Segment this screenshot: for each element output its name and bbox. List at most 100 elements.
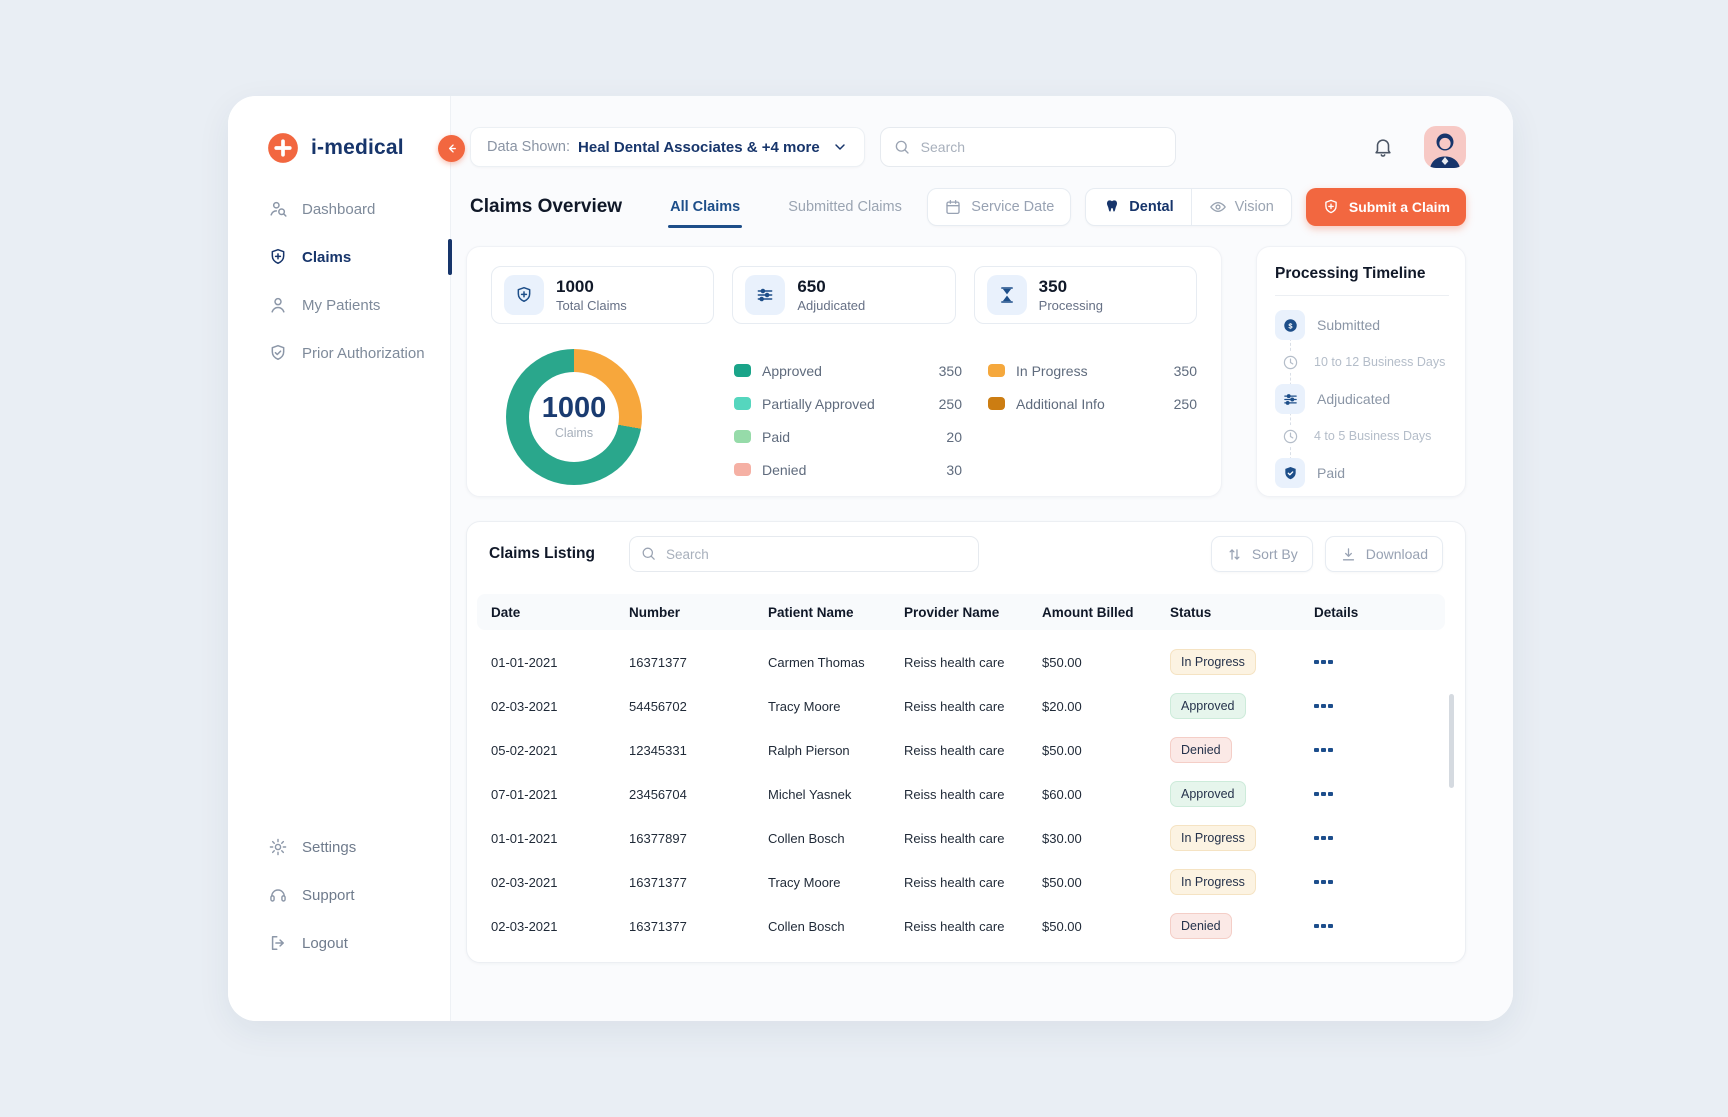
- status-badge: In Progress: [1170, 869, 1256, 895]
- cell-number: 54456702: [629, 698, 687, 714]
- cell-patient: Collen Bosch: [768, 830, 845, 846]
- sort-icon: [1226, 546, 1243, 563]
- legend-label: Partially Approved: [762, 395, 875, 412]
- timeline-duration-label: 10 to 12 Business Days: [1314, 355, 1446, 369]
- dental-label: Dental: [1129, 199, 1174, 215]
- col-amount-billed: Amount Billed: [1042, 604, 1134, 620]
- logout-icon: [268, 933, 288, 953]
- row-details-button[interactable]: [1314, 876, 1445, 889]
- cell-number: 16371377: [629, 874, 687, 890]
- row-details-button[interactable]: [1314, 700, 1445, 713]
- sidebar-item-prior-authorization[interactable]: Prior Authorization: [228, 333, 450, 373]
- sidebar-footer: Settings Support Logout: [228, 827, 450, 971]
- submit-claim-button[interactable]: Submit a Claim: [1305, 188, 1466, 226]
- download-button[interactable]: Download: [1324, 536, 1443, 572]
- status-badge: Approved: [1170, 693, 1246, 719]
- status-badge: Denied: [1170, 913, 1232, 939]
- col-patient-name: Patient Name: [768, 604, 854, 620]
- table-scrollbar[interactable]: [1449, 694, 1454, 788]
- status-badge: In Progress: [1170, 649, 1256, 675]
- cell-provider: Reiss health care: [904, 830, 1005, 846]
- table-row: 05-02-2021 12345331 Ralph Pierson Reiss …: [477, 728, 1445, 772]
- claims-donut: 1000 Claims: [506, 349, 642, 485]
- timeline-step-label: Paid: [1317, 465, 1346, 481]
- notifications-bell-icon[interactable]: [1372, 135, 1396, 159]
- toggle-vision[interactable]: Vision: [1190, 189, 1291, 225]
- cell-number: 23456704: [629, 786, 687, 802]
- sidebar-item-dashboard[interactable]: Dashboard: [228, 189, 450, 229]
- stat-adjudicated: 650 Adjudicated: [732, 266, 956, 324]
- row-details-button[interactable]: [1314, 744, 1445, 757]
- cell-provider: Reiss health care: [904, 654, 1005, 670]
- row-details-button[interactable]: [1314, 788, 1445, 801]
- sidebar-item-support[interactable]: Support: [228, 875, 450, 915]
- gear-icon: [268, 837, 288, 857]
- arrow-left-icon: [444, 141, 459, 156]
- cell-patient: Ralph Pierson: [768, 742, 850, 758]
- stats-row: 1000 Total Claims 650 Adjudicated: [491, 266, 1197, 324]
- legend-label: Additional Info: [1016, 395, 1105, 412]
- timeline-step-label: Adjudicated: [1317, 391, 1391, 407]
- main-content: Data Shown: Heal Dental Associates & +4 …: [451, 96, 1513, 1021]
- shield-check-icon: [1275, 458, 1305, 488]
- listing-search: [628, 536, 979, 572]
- app-window: i-medical Dashboard Claims My Patients: [228, 96, 1513, 1021]
- avatar-person-icon: [1430, 133, 1460, 168]
- row-details-button[interactable]: [1314, 920, 1445, 933]
- topbar: Data Shown: Heal Dental Associates & +4 …: [466, 126, 1466, 168]
- headset-icon: [268, 885, 288, 905]
- service-date-label: Service Date: [971, 199, 1055, 215]
- row-details-button[interactable]: [1314, 656, 1445, 669]
- timeline-step-paid: Paid: [1275, 458, 1449, 488]
- col-status: Status: [1170, 604, 1212, 620]
- sidebar-item-my-patients[interactable]: My Patients: [228, 285, 450, 325]
- listing-title: Claims Listing: [489, 545, 595, 562]
- chevron-down-icon: [832, 139, 848, 155]
- claims-table: Date Number Patient Name Provider Name A…: [477, 594, 1445, 948]
- cell-date: 01-01-2021: [491, 830, 558, 846]
- user-avatar[interactable]: [1424, 126, 1466, 168]
- legend-value: 250: [1173, 395, 1197, 412]
- sidebar-item-settings[interactable]: Settings: [228, 827, 450, 867]
- cell-amount: $50.00: [1042, 742, 1082, 758]
- submit-claim-label: Submit a Claim: [1348, 199, 1450, 215]
- calendar-icon: [944, 198, 962, 216]
- listing-search-input[interactable]: [628, 536, 979, 572]
- table-row: 07-01-2021 23456704 Michel Yasnek Reiss …: [477, 772, 1445, 816]
- cell-amount: $20.00: [1042, 698, 1082, 714]
- stat-label: Total Claims: [556, 298, 627, 314]
- tab-all-claims[interactable]: All Claims: [668, 195, 743, 228]
- sidebar-item-claims[interactable]: Claims: [228, 237, 452, 277]
- cell-date: 05-02-2021: [491, 742, 558, 758]
- search-icon: [640, 545, 657, 562]
- download-icon: [1340, 546, 1357, 563]
- clock-icon: [1279, 425, 1301, 447]
- service-date-button[interactable]: Service Date: [927, 188, 1072, 226]
- app-title: i-medical: [311, 136, 404, 159]
- status-badge: Approved: [1170, 781, 1246, 807]
- row-details-button[interactable]: [1314, 832, 1445, 845]
- legend-chip-partially-approved: [734, 397, 751, 410]
- tab-submitted-claims[interactable]: Submitted Claims: [788, 199, 902, 215]
- sidebar-item-label: Dashboard: [302, 200, 376, 218]
- cell-amount: $50.00: [1042, 874, 1082, 890]
- cell-patient: Tracy Moore: [768, 874, 841, 890]
- sort-by-button[interactable]: Sort By: [1210, 536, 1313, 572]
- toggle-dental[interactable]: Dental: [1086, 189, 1190, 225]
- shield-check-icon: [268, 343, 288, 363]
- global-search-input[interactable]: [879, 127, 1176, 167]
- legend-value: 350: [1173, 362, 1197, 379]
- data-shown-dropdown[interactable]: Data Shown: Heal Dental Associates & +4 …: [470, 127, 865, 167]
- legend-item: Paid 20: [734, 420, 962, 453]
- legend-label: Paid: [762, 428, 791, 445]
- sidebar-collapse-button[interactable]: [438, 135, 465, 162]
- cell-amount: $50.00: [1042, 918, 1082, 934]
- sidebar-item-label: Settings: [302, 838, 357, 856]
- donut-center-label: Claims: [554, 426, 594, 440]
- sidebar-item-logout[interactable]: Logout: [228, 923, 450, 963]
- section-header: Claims Overview All Claims Submitted Cla…: [466, 188, 1466, 228]
- table-row: 02-03-2021 54456702 Tracy Moore Reiss he…: [477, 684, 1445, 728]
- legend-value: 20: [946, 428, 962, 445]
- submitted-coin-icon: [1275, 310, 1305, 340]
- legend-item: In Progress 350: [988, 354, 1197, 387]
